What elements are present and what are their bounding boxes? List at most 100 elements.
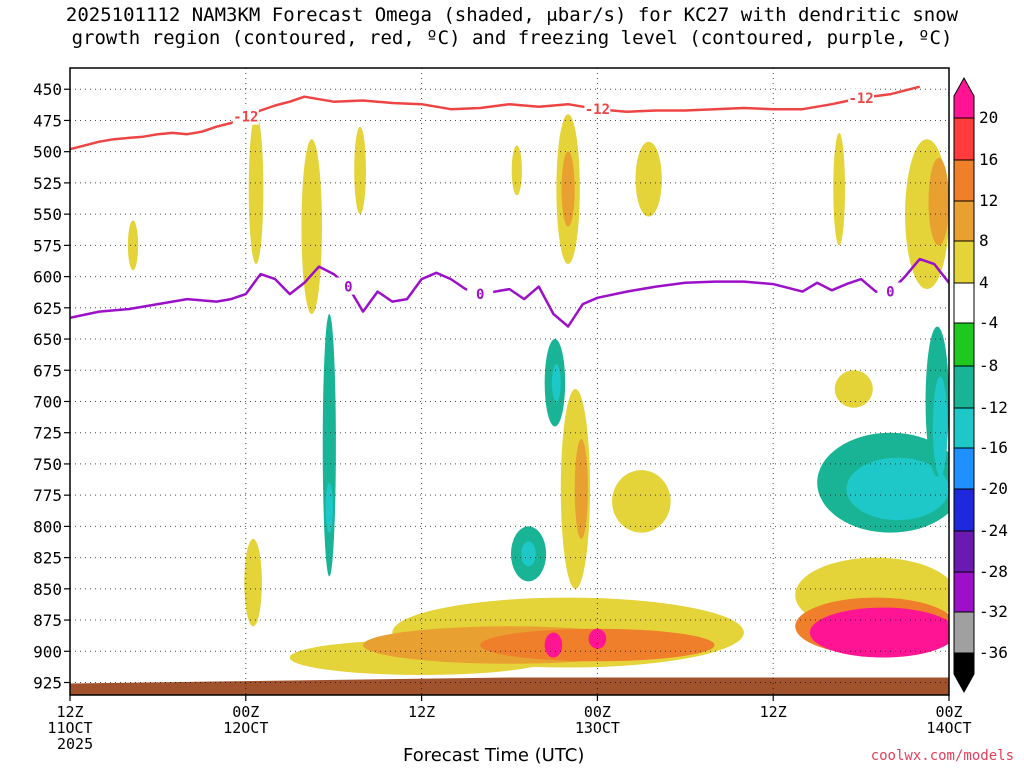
ground-layer — [70, 677, 949, 695]
colorbar-label-3: 8 — [979, 231, 989, 250]
x-tick-label-4-0: 12Z — [760, 703, 787, 721]
omega-shade-19 — [551, 364, 561, 402]
colorbar-segment-1 — [953, 117, 975, 161]
y-tick-label-3: 525 — [33, 174, 62, 193]
y-tick-label-6: 600 — [33, 268, 62, 287]
omega-shade-15 — [244, 538, 262, 627]
omega-shade-10 — [928, 157, 949, 246]
credit-link[interactable]: coolwx.com/models — [870, 748, 1014, 764]
y-tick-label-2: 500 — [33, 143, 62, 162]
colorbar-label-12: -32 — [979, 602, 1008, 621]
y-tick-label-12: 750 — [33, 455, 62, 474]
chart-title: 2025101112 NAM3KM Forecast Omega (shaded… — [0, 4, 1024, 50]
x-tick-label-0-1: 11OCT — [47, 719, 92, 737]
colorbar-segment-0 — [953, 76, 975, 119]
omega-shade-31 — [544, 632, 563, 658]
omega-shade-12 — [574, 438, 588, 539]
omega-shade-4 — [511, 145, 522, 196]
omega-shade-3 — [354, 126, 366, 215]
colorbar-label-1: 16 — [979, 150, 998, 169]
colorbar-label-7: -12 — [979, 398, 1008, 417]
chart-title-line1: 2025101112 NAM3KM Forecast Omega (shaded… — [65, 4, 959, 26]
y-tick-label-8: 650 — [33, 330, 62, 349]
x-tick-label-1-1: 12OCT — [223, 719, 268, 737]
colorbar: 20 16 12 8 4 -4 -8 -12 -16 -20 -24 -28 -32 -36 — [953, 76, 1008, 694]
colorbar-segment-4 — [953, 240, 975, 284]
series-label-1-0: 0 — [344, 280, 352, 296]
colorbar-segment-10 — [953, 488, 975, 532]
y-tick-label-15: 825 — [33, 549, 62, 568]
omega-shade-34 — [809, 607, 949, 658]
colorbar-segment-3 — [953, 200, 975, 242]
y-tick-label-5: 575 — [33, 236, 62, 255]
series-label-1-1: 0 — [476, 287, 484, 303]
omega-shade-17 — [325, 482, 333, 533]
omega-shade-2 — [301, 139, 322, 315]
series-label-1-2: 0 — [886, 285, 894, 301]
series-label-0-0: -12 — [233, 110, 258, 126]
y-axis-ticks: 450 475 500 525 550 575 600 625 650 675 700 725 750 7… — [33, 80, 70, 693]
colorbar-label-4: 4 — [979, 273, 989, 292]
series-label-0-1: -12 — [585, 102, 610, 118]
y-tick-label-0: 450 — [33, 80, 62, 99]
y-tick-label-10: 700 — [33, 392, 62, 411]
y-tick-label-11: 725 — [33, 424, 62, 443]
series-line-1 — [70, 257, 949, 328]
colorbar-segment-9 — [953, 447, 975, 490]
omega-shade-8 — [833, 132, 845, 246]
omega-shading — [127, 114, 949, 676]
y-tick-label-14: 800 — [33, 517, 62, 536]
x-tick-label-0-2: 2025 — [57, 735, 93, 753]
y-tick-label-7: 625 — [33, 299, 62, 318]
colorbar-segment-7 — [953, 365, 975, 409]
omega-shade-6 — [561, 151, 575, 227]
colorbar-label-0: 20 — [979, 108, 998, 127]
colorbar-segment-14 — [953, 652, 975, 694]
x-tick-label-5-0: 00Z — [935, 703, 962, 721]
x-axis-label: Forecast Time (UTC) — [403, 745, 585, 766]
x-tick-label-2-0: 12Z — [408, 703, 435, 721]
series-label-bg-0-2 — [848, 88, 875, 106]
omega-shade-21 — [521, 541, 536, 567]
series-label-bg-1-1 — [467, 285, 494, 303]
series-label-bg-0-1 — [584, 100, 611, 118]
y-tick-label-1: 475 — [33, 111, 62, 130]
colorbar-label-2: 12 — [979, 191, 998, 210]
colorbar-segment-8 — [953, 407, 975, 449]
omega-shade-13 — [612, 470, 671, 533]
colorbar-label-13: -36 — [979, 643, 1008, 662]
x-tick-label-0-0: 12Z — [56, 703, 83, 721]
series-line-0 — [70, 85, 921, 151]
omega-shade-7 — [635, 141, 662, 217]
colorbar-segment-5 — [953, 282, 975, 324]
plot-frame — [69, 67, 950, 696]
y-tick-label-4: 550 — [33, 205, 62, 224]
chart-title-line2: growth region (contoured, red, ºC) and f… — [71, 27, 953, 49]
y-tick-label-17: 875 — [33, 611, 62, 630]
omega-shade-0 — [127, 220, 139, 271]
y-tick-label-19: 925 — [33, 674, 62, 693]
colorbar-segment-12 — [953, 571, 975, 613]
x-tick-label-5-1: 14OCT — [926, 719, 971, 737]
series-label-0-2: -12 — [848, 91, 873, 107]
frame-rect — [69, 67, 950, 696]
colorbar-label-10: -24 — [979, 521, 1008, 540]
x-tick-label-1-0: 00Z — [232, 703, 259, 721]
omega-shade-16 — [322, 314, 336, 577]
colorbar-label-9: -20 — [979, 479, 1008, 498]
colorbar-segment-6 — [953, 322, 975, 367]
colorbar-label-8: -16 — [979, 438, 1008, 457]
y-tick-label-9: 675 — [33, 361, 62, 380]
ground-surface — [70, 677, 949, 695]
colorbar-label-11: -28 — [979, 562, 1008, 581]
omega-shade-25 — [932, 376, 948, 477]
colorbar-label-5: -4 — [979, 313, 998, 332]
y-tick-label-16: 850 — [33, 580, 62, 599]
series-label-bg-1-0 — [335, 277, 362, 295]
series-label-bg-0-0 — [232, 107, 259, 125]
omega-shade-14 — [834, 370, 873, 408]
colorbar-segment-2 — [953, 159, 975, 202]
x-tick-label-3-1: 13OCT — [575, 719, 620, 737]
